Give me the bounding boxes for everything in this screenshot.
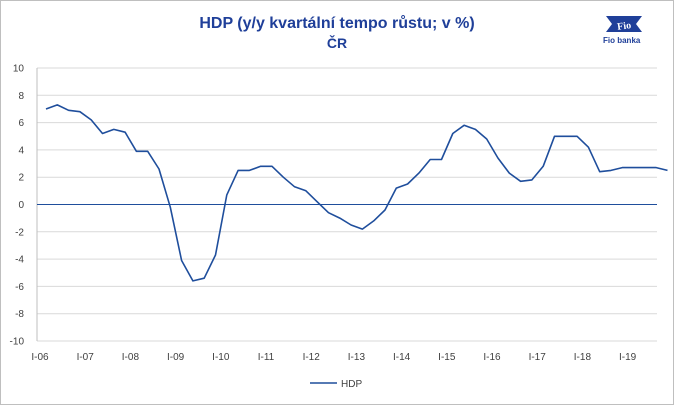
y-tick-label: 2 xyxy=(18,173,24,184)
x-tick-label: I-15 xyxy=(438,352,456,363)
y-tick-label: -2 xyxy=(15,227,24,238)
x-tick-label: I-08 xyxy=(122,352,140,363)
x-tick-label: I-17 xyxy=(529,352,547,363)
x-tick-label: I-07 xyxy=(77,352,95,363)
y-tick-label: -10 xyxy=(10,337,25,348)
series-line-hdp xyxy=(45,104,668,282)
x-tick-label: I-06 xyxy=(31,352,49,363)
y-tick-label: 10 xyxy=(13,64,25,75)
x-tick-label: I-16 xyxy=(483,352,501,363)
y-tick-label: 0 xyxy=(18,200,24,211)
x-tick-label: I-10 xyxy=(212,352,230,363)
chart-subtitle: ČR xyxy=(326,35,348,51)
legend-label-hdp: HDP xyxy=(341,379,362,390)
x-tick-label: I-12 xyxy=(303,352,321,363)
fio-logo-text: Fio banka xyxy=(603,36,641,45)
y-tick-label: 6 xyxy=(18,118,24,129)
x-tick-label: I-13 xyxy=(348,352,366,363)
y-tick-label: -4 xyxy=(15,255,24,266)
x-tick-label: I-11 xyxy=(258,352,275,363)
x-tick-label: I-14 xyxy=(393,352,411,363)
x-tick-label: I-19 xyxy=(619,352,637,363)
y-tick-label: 4 xyxy=(18,145,24,156)
fio-logo: Fio xyxy=(606,16,642,33)
y-tick-label: -8 xyxy=(15,309,24,320)
x-tick-label: I-18 xyxy=(574,352,592,363)
fio-logo-mark: Fio xyxy=(617,20,632,33)
y-tick-label: -6 xyxy=(15,282,24,293)
x-tick-label: I-09 xyxy=(167,352,185,363)
y-tick-label: 8 xyxy=(18,91,24,102)
chart-title: HDP (y/y kvartální tempo růstu; v %) xyxy=(199,15,475,32)
